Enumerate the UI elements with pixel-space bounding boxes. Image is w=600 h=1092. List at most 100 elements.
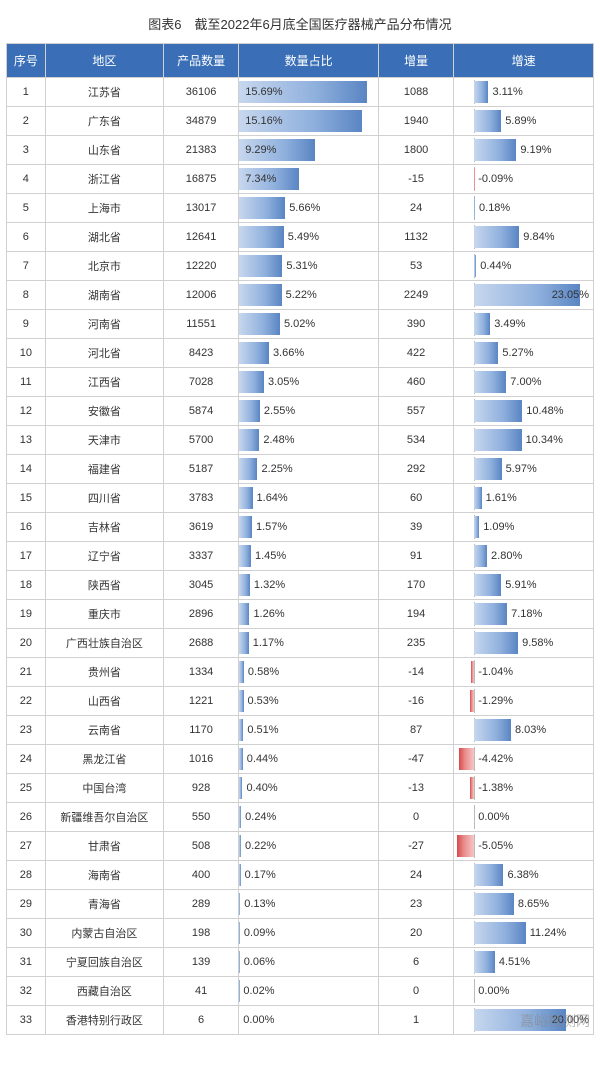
percent-label: 0.02%: [243, 985, 274, 997]
rate-label: -0.09%: [478, 173, 513, 185]
rate-bar: [474, 458, 501, 480]
cell-percent: 0.53%: [239, 687, 379, 716]
cell-index: 9: [7, 310, 46, 339]
cell-increment: 194: [378, 600, 453, 629]
cell-region: 上海市: [45, 194, 163, 223]
cell-increment: 1088: [378, 78, 453, 107]
rate-bar: [474, 922, 526, 944]
cell-index: 20: [7, 629, 46, 658]
rate-label: 10.48%: [526, 405, 563, 417]
cell-region: 湖南省: [45, 281, 163, 310]
cell-rate: -1.29%: [454, 687, 594, 716]
cell-region: 天津市: [45, 426, 163, 455]
rate-bar: [470, 777, 475, 799]
cell-rate: 8.65%: [454, 890, 594, 919]
percent-label: 0.53%: [248, 695, 279, 707]
cell-region: 黑龙江省: [45, 745, 163, 774]
col-header-percent: 数量占比: [239, 44, 379, 78]
cell-region: 甘肃省: [45, 832, 163, 861]
cell-region: 广东省: [45, 107, 163, 136]
percent-label: 0.24%: [245, 811, 276, 823]
percent-bar: [239, 661, 244, 683]
cell-region: 辽宁省: [45, 542, 163, 571]
rate-axis: [474, 776, 475, 800]
percent-bar: [239, 603, 249, 625]
cell-index: 27: [7, 832, 46, 861]
cell-percent: 5.49%: [239, 223, 379, 252]
cell-increment: 235: [378, 629, 453, 658]
rate-label: -1.29%: [478, 695, 513, 707]
cell-rate: 4.51%: [454, 948, 594, 977]
rate-label: 11.24%: [530, 927, 567, 939]
cell-index: 1: [7, 78, 46, 107]
percent-label: 0.17%: [245, 869, 276, 881]
cell-rate: 8.03%: [454, 716, 594, 745]
cell-quantity: 3783: [163, 484, 238, 513]
cell-increment: -14: [378, 658, 453, 687]
percent-bar: [239, 400, 260, 422]
rate-label: 7.18%: [511, 608, 542, 620]
cell-rate: 9.84%: [454, 223, 594, 252]
cell-quantity: 41: [163, 977, 238, 1006]
cell-index: 19: [7, 600, 46, 629]
cell-rate: -1.04%: [454, 658, 594, 687]
rate-bar: [459, 748, 474, 770]
table-row: 1江苏省3610615.69%10883.11%: [7, 78, 594, 107]
rate-label: 0.44%: [480, 260, 511, 272]
data-table: 序号 地区 产品数量 数量占比 增量 增速 1江苏省3610615.69%108…: [6, 43, 594, 1035]
cell-quantity: 928: [163, 774, 238, 803]
cell-percent: 5.66%: [239, 194, 379, 223]
table-row: 29青海省2890.13%238.65%: [7, 890, 594, 919]
table-row: 3山东省213839.29%18009.19%: [7, 136, 594, 165]
percent-bar: [239, 342, 269, 364]
percent-label: 0.22%: [245, 840, 276, 852]
cell-region: 新疆维吾尔自治区: [45, 803, 163, 832]
cell-increment: 292: [378, 455, 453, 484]
percent-bar: [239, 429, 259, 451]
rate-label: -4.42%: [478, 753, 513, 765]
cell-rate: 11.24%: [454, 919, 594, 948]
cell-rate: 20.00%: [454, 1006, 594, 1035]
rate-bar: [474, 197, 475, 219]
percent-label: 0.09%: [244, 927, 275, 939]
percent-label: 9.29%: [245, 144, 276, 156]
cell-rate: -1.38%: [454, 774, 594, 803]
table-row: 7北京市122205.31%530.44%: [7, 252, 594, 281]
cell-percent: 0.44%: [239, 745, 379, 774]
cell-rate: 3.49%: [454, 310, 594, 339]
cell-index: 8: [7, 281, 46, 310]
cell-region: 宁夏回族自治区: [45, 948, 163, 977]
cell-percent: 0.58%: [239, 658, 379, 687]
cell-increment: -13: [378, 774, 453, 803]
rate-bar: [474, 603, 507, 625]
percent-bar: [239, 284, 281, 306]
cell-index: 23: [7, 716, 46, 745]
cell-rate: 10.34%: [454, 426, 594, 455]
table-row: 25中国台湾9280.40%-13-1.38%: [7, 774, 594, 803]
rate-label: 0.00%: [478, 985, 509, 997]
cell-increment: -47: [378, 745, 453, 774]
cell-increment: 1132: [378, 223, 453, 252]
cell-quantity: 12641: [163, 223, 238, 252]
percent-bar: [239, 864, 240, 886]
percent-label: 5.49%: [288, 231, 319, 243]
rate-axis: [474, 805, 475, 829]
rate-bar: [474, 487, 481, 509]
cell-rate: 5.97%: [454, 455, 594, 484]
rate-label: 9.84%: [523, 231, 554, 243]
percent-label: 7.34%: [245, 173, 276, 185]
cell-rate: 5.91%: [454, 571, 594, 600]
percent-label: 1.17%: [253, 637, 284, 649]
cell-quantity: 3619: [163, 513, 238, 542]
cell-rate: 2.80%: [454, 542, 594, 571]
rate-bar: [457, 835, 474, 857]
rate-axis: [474, 747, 475, 771]
cell-region: 江西省: [45, 368, 163, 397]
percent-label: 15.16%: [245, 115, 282, 127]
rate-bar: [474, 429, 521, 451]
percent-bar: [239, 777, 242, 799]
percent-bar: [239, 255, 282, 277]
cell-region: 海南省: [45, 861, 163, 890]
cell-quantity: 400: [163, 861, 238, 890]
cell-quantity: 5874: [163, 397, 238, 426]
